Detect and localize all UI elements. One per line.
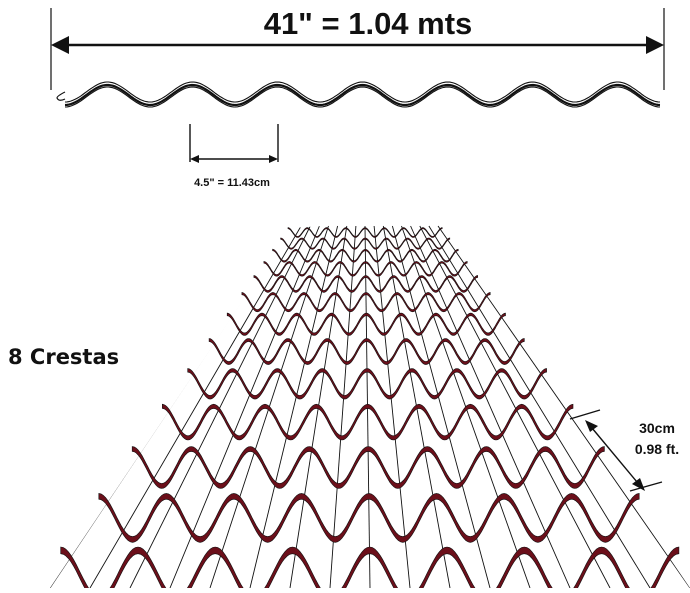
sheet-ridge-line — [391, 225, 491, 588]
sheet-profile-row — [60, 546, 680, 593]
overlap-top-tick — [569, 409, 601, 420]
crests-count-label: 8 Crestas — [8, 345, 120, 369]
total-width-label: 41" = 1.04 mts — [264, 6, 473, 41]
profile-end-curl — [56, 91, 66, 101]
sheet-profile-row — [187, 368, 547, 400]
total-width-dimension: 41" = 1.04 mts — [50, 6, 665, 90]
sheet-ridge-line — [89, 225, 302, 588]
profile-wave-line — [64, 81, 661, 103]
sheet-ridge-line — [249, 225, 339, 588]
sheet-ridge-line — [410, 225, 571, 588]
sheet-profile-row — [241, 292, 491, 313]
sheet-profile-row — [208, 338, 525, 365]
sheet-ridge-line — [169, 225, 320, 588]
sheet-cross-section — [56, 81, 661, 108]
roof-sheet-perspective — [50, 225, 690, 593]
sheet-profile-row — [131, 446, 605, 489]
sheet-ridge-line — [428, 225, 651, 588]
sheet-ridge-line — [329, 225, 357, 588]
sheet-profile-row — [272, 248, 459, 263]
overlap-label-cm: 30cm — [639, 420, 675, 436]
overlap-line — [591, 427, 638, 483]
left-arrowhead — [51, 36, 69, 54]
sheet-profile-row — [226, 312, 506, 336]
sheet-ridge-line — [373, 225, 411, 588]
sheet-ridge-line — [129, 225, 311, 588]
sheet-profile-row — [263, 261, 468, 277]
overlap-label-ft: 0.98 ft. — [635, 441, 679, 457]
sheet-profile-row — [253, 275, 478, 293]
sheet-profile-row — [98, 493, 640, 543]
pitch-dimension: 4.5" = 11.43cm — [189, 124, 279, 189]
sheet-profile-row — [280, 237, 451, 250]
sheet-profile-rows — [60, 227, 680, 593]
right-arrowhead — [646, 36, 664, 54]
overlap-bottom-arrowhead — [632, 478, 645, 491]
profile-wave-line — [64, 86, 661, 108]
pitch-label: 4.5" = 11.43cm — [194, 177, 270, 189]
pitch-right-arrowhead — [269, 155, 278, 163]
sheet-ridge-line — [419, 225, 611, 588]
sheet-ridge-line — [50, 225, 293, 588]
sheet-profile-row — [162, 403, 574, 441]
overlap-bottom-tick — [629, 481, 663, 492]
overlap-top-arrowhead — [585, 420, 598, 432]
sheet-profile-row — [287, 227, 443, 238]
overlap-dimension: 30cm 0.98 ft. — [569, 409, 679, 492]
pitch-left-arrowhead — [190, 155, 199, 163]
profile-wave-line — [64, 83, 661, 107]
sheet-ridge-line — [437, 225, 690, 588]
